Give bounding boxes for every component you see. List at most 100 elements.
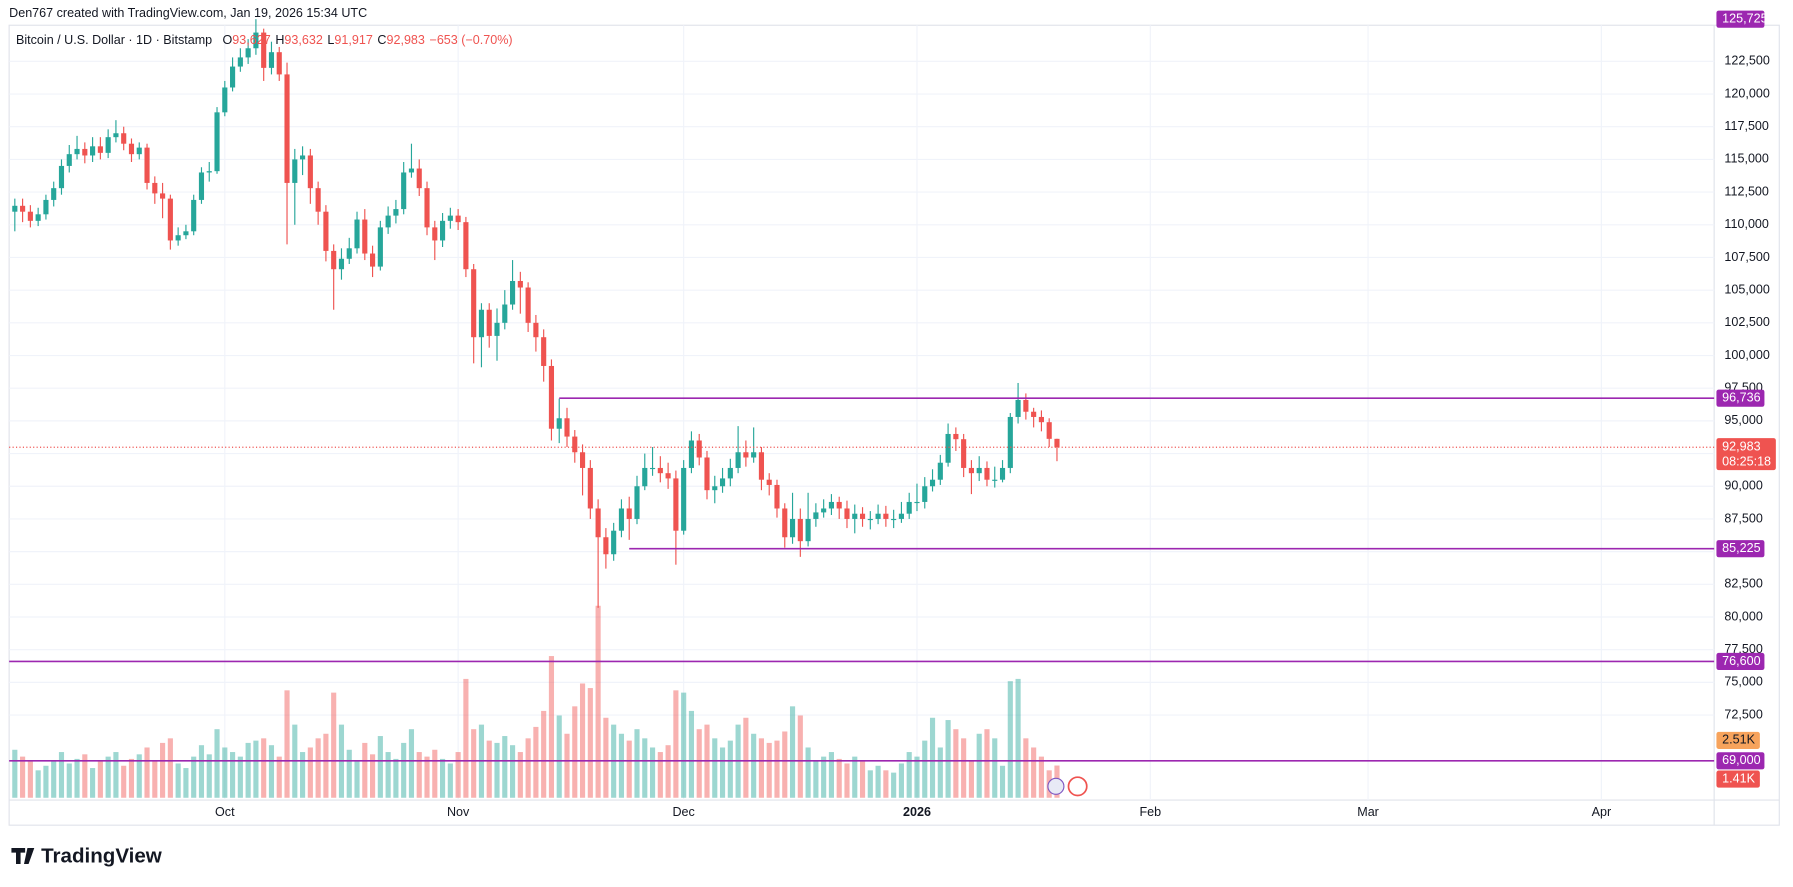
volume-bar: [642, 738, 648, 798]
y-tick-label: 72,500: [1724, 707, 1762, 721]
symbol-title: Bitcoin / U.S. Dollar · 1D · Bitstamp: [16, 34, 212, 48]
candle-body: [74, 148, 80, 155]
change: −653 (−0.70%): [429, 34, 512, 48]
candle-body: [144, 147, 150, 183]
candle-body: [346, 248, 352, 259]
candle-body: [323, 211, 329, 251]
candle-body: [183, 231, 189, 236]
candle-body: [12, 205, 18, 212]
volume-bar: [859, 761, 866, 798]
volume-bar: [665, 745, 671, 798]
chart-frame: [8, 24, 1780, 826]
candle-body: [603, 537, 609, 555]
candle-body: [401, 172, 407, 210]
volume-bar: [595, 605, 601, 798]
candle-body: [175, 235, 181, 241]
candle-body: [1031, 411, 1037, 417]
icon: [1067, 776, 1088, 797]
symbol-legend: Bitcoin / U.S. Dollar · 1D · Bitstamp O9…: [16, 34, 513, 48]
volume-label: 2.51K: [1722, 733, 1755, 747]
y-tick-label: 107,500: [1724, 250, 1769, 264]
candle-body: [852, 513, 858, 519]
volume-bar: [961, 738, 967, 798]
volume-bar: [929, 717, 936, 798]
volume-bar: [891, 772, 897, 798]
y-tick-label: 105,000: [1724, 282, 1769, 296]
candle-body: [261, 32, 267, 68]
candle-body: [105, 137, 111, 153]
volume-bar: [416, 752, 422, 798]
candle-body: [859, 513, 866, 519]
volume-bar: [128, 758, 135, 798]
candle-body: [891, 518, 897, 521]
volume-bar: [307, 747, 313, 798]
y-tick-label: 90,000: [1724, 479, 1762, 493]
volume-bar: [906, 752, 912, 798]
candle-body: [642, 467, 648, 487]
volume-bar: [626, 740, 632, 798]
volume-bar: [922, 740, 928, 798]
y-tick-label: 87,500: [1724, 511, 1762, 525]
volume-bar: [797, 715, 803, 798]
y-tick-label: 112,500: [1724, 184, 1768, 198]
volume-bar: [945, 720, 951, 798]
volume-bar: [657, 752, 663, 798]
volume-bar: [152, 761, 158, 798]
candle-body: [463, 222, 469, 270]
y-tick-label: 115,000: [1724, 152, 1768, 166]
y-tick-label: 110,000: [1724, 217, 1768, 231]
volume-bar: [486, 740, 492, 798]
volume-bar: [844, 763, 850, 798]
volume-bar: [579, 683, 586, 798]
candle-body: [541, 337, 547, 366]
level-tag: [1716, 652, 1765, 671]
level-label: 125,725: [1722, 11, 1767, 25]
volume-bar: [261, 738, 267, 798]
candle-body: [618, 508, 625, 531]
candle-body: [898, 513, 904, 519]
candle-body: [929, 479, 936, 487]
volume-bar: [206, 754, 212, 798]
volume-bar: [331, 692, 337, 798]
ohlc-key: H: [275, 34, 284, 48]
volume-bar: [758, 738, 765, 798]
candle-body: [338, 258, 345, 270]
ohlc-key: C: [377, 34, 386, 48]
volume-bar: [90, 768, 96, 798]
volume-bar: [805, 747, 811, 798]
volume-bar: [696, 729, 702, 798]
volume-bar: [471, 729, 477, 798]
volume-bar: [719, 747, 726, 798]
candle-body: [665, 473, 671, 479]
candle-body: [245, 48, 251, 58]
candle-body: [774, 484, 780, 509]
volume-bar: [681, 692, 687, 798]
candle-body: [237, 57, 243, 67]
y-tick-label: 95,000: [1724, 413, 1762, 427]
candle-body: [478, 309, 485, 338]
volume-bar: [20, 756, 26, 798]
candle-body: [579, 452, 586, 468]
volume-bar: [424, 756, 430, 798]
candle-body: [758, 452, 765, 480]
volume-bar: [502, 736, 508, 798]
candle-body: [230, 66, 236, 88]
volume-bar: [323, 733, 329, 798]
candle-body: [704, 457, 710, 491]
candle-body: [782, 508, 788, 538]
candle-body: [1007, 416, 1013, 468]
volume-bar: [160, 742, 166, 798]
volume-bar: [440, 758, 446, 798]
candle-body: [533, 322, 539, 338]
volume-bar: [688, 710, 695, 798]
candle-body: [502, 304, 508, 323]
volume-bar: [712, 738, 718, 798]
candle-body: [370, 253, 376, 267]
candle-body: [1023, 399, 1029, 412]
axes: 72,50075,00077,50080,00082,50085,00087,5…: [215, 10, 1776, 819]
x-tick-label: Feb: [1139, 805, 1161, 819]
volume-bar: [533, 726, 539, 798]
candle-body: [362, 219, 368, 254]
